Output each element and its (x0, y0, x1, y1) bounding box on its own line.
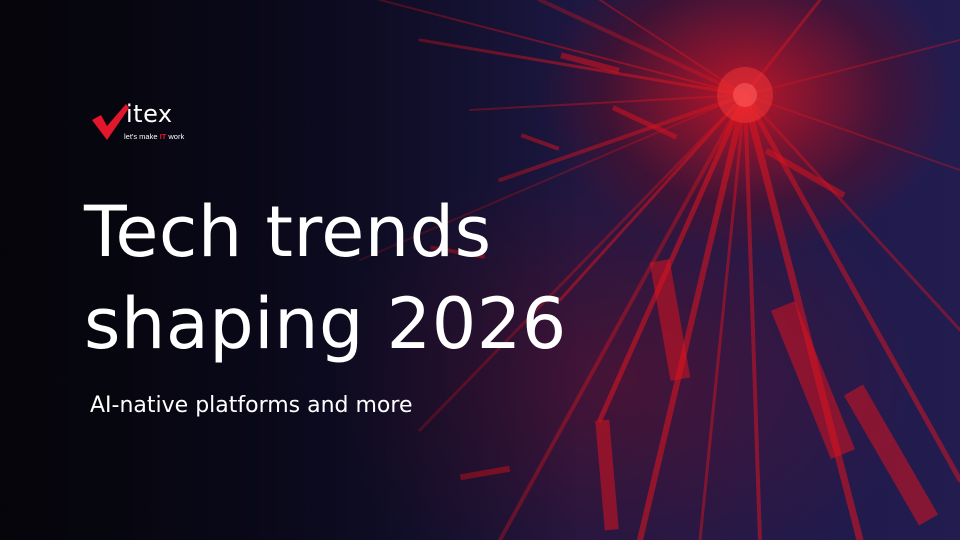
headline: Tech trends shaping 2026 (84, 186, 567, 370)
logo-wordmark: itex (126, 100, 173, 128)
tagline-suffix: work (166, 132, 185, 141)
vitex-logo: itex let's make IT work (90, 100, 220, 148)
checkmark-icon (92, 104, 129, 140)
subtitle: AI-native platforms and more (90, 393, 413, 418)
headline-line-1: Tech trends (84, 191, 492, 273)
tagline-highlight: IT (159, 132, 167, 141)
logo-tagline: let's make IT work (124, 132, 184, 141)
headline-line-2: shaping 2026 (84, 283, 567, 365)
tagline-prefix: let's make (124, 132, 160, 141)
